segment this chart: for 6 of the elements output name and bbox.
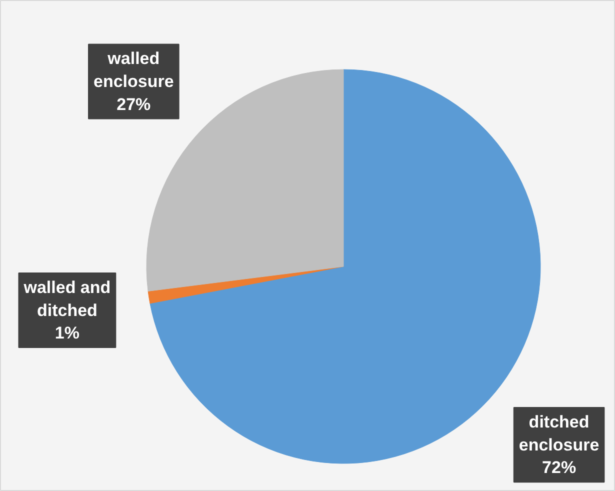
slice-label: walled and ditched bbox=[22, 278, 111, 320]
slice-label: walled enclosure bbox=[94, 49, 174, 92]
slice-label: ditched enclosure bbox=[518, 412, 600, 454]
data-label: 27% bbox=[116, 94, 151, 114]
data-label: 72% bbox=[542, 458, 576, 478]
data-label: 1% bbox=[54, 324, 80, 343]
